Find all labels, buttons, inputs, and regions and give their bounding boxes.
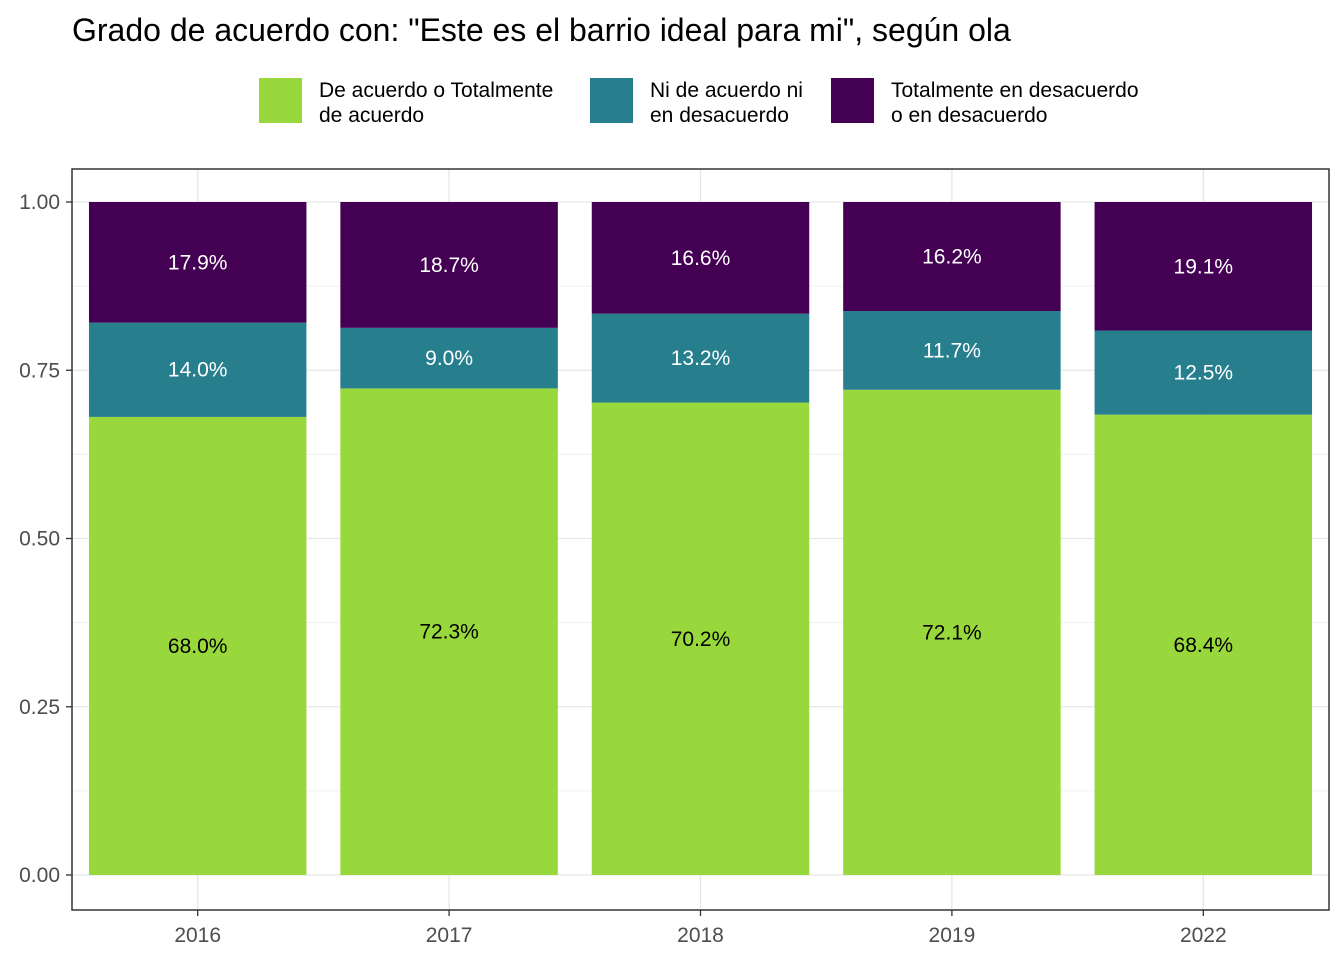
y-tick-label: 0.75 [19, 359, 60, 382]
bar-segment [340, 202, 558, 328]
x-tick-label: 2016 [174, 924, 221, 947]
y-axis: 0.00 0.25 0.50 0.75 1.00 [19, 191, 72, 887]
x-tick-label: 2018 [677, 924, 724, 947]
x-axis: 2016 2017 2018 2019 2022 [174, 910, 1227, 947]
y-tick-label: 0.00 [19, 864, 60, 887]
bar-value-label: 9.0% [425, 347, 473, 370]
y-tick-label: 0.50 [19, 528, 60, 551]
bar-segment [340, 327, 558, 389]
legend-swatch [259, 78, 302, 123]
bar-value-label: 68.4% [1174, 634, 1234, 657]
legend-label: o en desacuerdo [891, 104, 1047, 127]
legend-label: Ni de acuerdo ni [650, 79, 803, 102]
bar-segment [591, 313, 810, 403]
legend-label: De acuerdo o Totalmente [319, 79, 553, 102]
bar-segment [591, 202, 810, 314]
bar-segment [843, 311, 1061, 390]
bar-segment [843, 202, 1061, 312]
legend-swatch [590, 78, 633, 123]
legend-swatch [831, 78, 874, 123]
bar-labels: 68.0% 14.0% 17.9% 72.3% 9.0% 18.7% 70.2% 13.2% 1… [168, 246, 1233, 658]
bar-value-label: 13.2% [671, 347, 731, 370]
bar-value-label: 12.5% [1174, 362, 1234, 385]
bar-segment [1094, 330, 1313, 415]
bar-value-label: 68.0% [168, 635, 228, 658]
bar-value-label: 16.2% [922, 246, 982, 269]
y-tick-label: 0.25 [19, 696, 60, 719]
bar-value-label: 72.3% [419, 621, 479, 644]
bar-segment [88, 416, 307, 875]
bar-segment [843, 389, 1061, 875]
bar-value-label: 14.0% [168, 359, 228, 382]
x-tick-label: 2019 [929, 924, 976, 947]
legend-label: Totalmente en desacuerdo [891, 79, 1139, 102]
x-tick-label: 2017 [426, 924, 473, 947]
x-tick-label: 2022 [1180, 924, 1227, 947]
bar-segment [591, 402, 810, 875]
y-tick-label: 1.00 [19, 191, 60, 214]
plot-area: 68.0% 14.0% 17.9% 72.3% 9.0% 18.7% 70.2% 13.2% 1… [71, 168, 1330, 911]
bar-segment [88, 322, 307, 417]
legend-label: en desacuerdo [650, 104, 789, 127]
bar-value-label: 18.7% [419, 254, 479, 277]
bar-value-label: 17.9% [168, 251, 228, 274]
bar-value-label: 70.2% [671, 628, 731, 651]
bar-segment [1094, 414, 1313, 875]
bar-value-label: 72.1% [922, 621, 982, 644]
bar-value-label: 19.1% [1174, 255, 1234, 278]
bar-segment [340, 388, 558, 875]
bar-segment [1094, 202, 1313, 331]
bar-value-label: 11.7% [923, 339, 981, 362]
bars [88, 202, 1313, 875]
bar-value-label: 16.6% [671, 247, 731, 270]
legend-label: de acuerdo [319, 104, 424, 127]
chart-title: Grado de acuerdo con: "Este es el barrio… [72, 12, 1011, 48]
bar-segment [88, 202, 307, 323]
